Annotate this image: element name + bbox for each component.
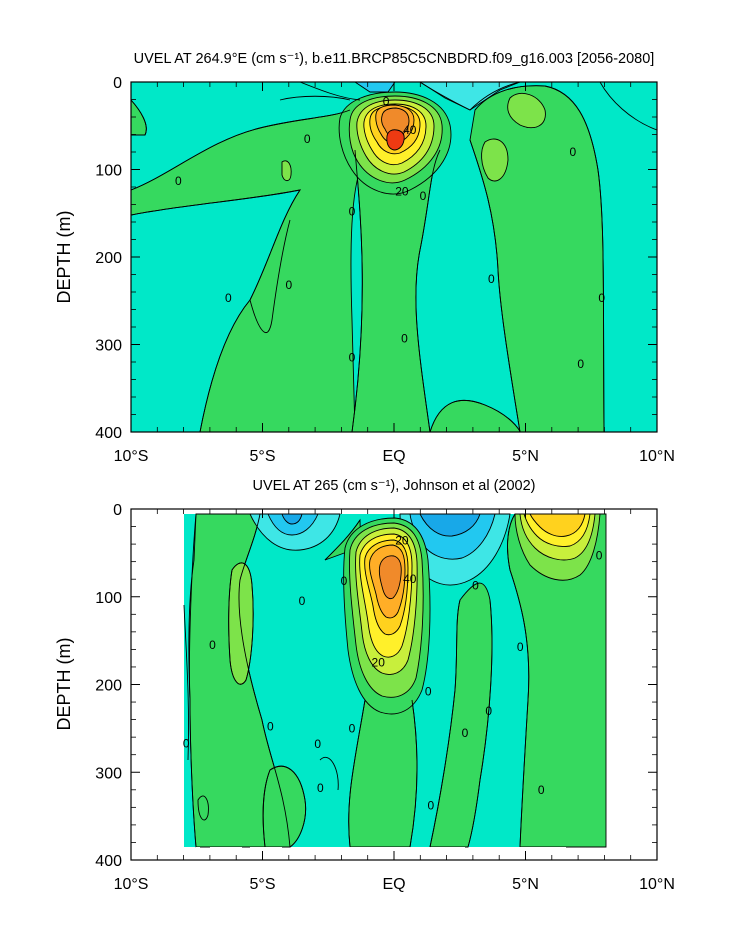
y-tick-label: 100 (95, 163, 122, 180)
y-tick-label: 200 (95, 678, 122, 695)
contour-label: 0 (299, 594, 306, 608)
contour-label: 20 (395, 184, 409, 198)
contour-label: 0 (304, 132, 311, 146)
obs-fill-deepblue-east (419, 513, 481, 537)
x-tick-label: 5°S (250, 876, 276, 893)
contour-label: 0 (538, 783, 545, 797)
contour-label: 0 (577, 357, 584, 371)
panel-model: UVEL AT 264.9°E (cm s⁻¹), b.e11.BRCP85C5… (54, 51, 675, 465)
x-tick-label: 5°N (512, 876, 539, 893)
contour-lines-observed (183, 513, 530, 848)
obs-jet-contour-60 (378, 555, 402, 600)
contour-label: 40 (403, 572, 417, 586)
panel-model-ylabel: DEPTH (m) (54, 211, 74, 304)
contour-label: 0 (401, 331, 408, 345)
y-tick-label: 100 (95, 590, 122, 607)
panel-observed: UVEL AT 265 (cm s⁻¹), Johnson et al (200… (54, 478, 675, 893)
contour-label: 0 (488, 272, 495, 286)
contour-label: 0 (425, 685, 432, 699)
contour-label: 0 (427, 799, 434, 813)
contour-label: 20 (372, 656, 386, 670)
x-tick-label: 10°N (639, 448, 675, 465)
contour-label: 0 (569, 145, 576, 159)
panel-model-title: UVEL AT 264.9°E (cm s⁻¹), b.e11.BRCP85C5… (134, 51, 655, 67)
contour-label: 0 (314, 737, 321, 751)
x-tick-label: EQ (382, 876, 405, 893)
contour-label: 0 (420, 189, 427, 203)
contour-lines-model (131, 82, 657, 432)
contour-label: 0 (341, 574, 348, 588)
contour-fill-lime-east2 (481, 138, 509, 182)
x-tick-label: 10°S (114, 876, 149, 893)
obs-fill-deepblue-west (281, 513, 303, 525)
x-tick-label: 5°S (250, 448, 276, 465)
jet-contour-60 (381, 107, 410, 138)
y-tick-label: 200 (95, 250, 122, 267)
contour-label: 0 (209, 638, 216, 652)
contour-label: 0 (485, 704, 492, 718)
contour-label: 0 (517, 640, 524, 654)
x-tick-label: 10°N (639, 876, 675, 893)
panel-observed-plot-area: 0 0 0 0 0 0 0 0 0 0 0 0 0 0 0 0 20 20 40 (131, 509, 657, 860)
contour-fill-lime-west (281, 160, 292, 182)
y-tick-label: 300 (95, 765, 122, 782)
contour-label: 0 (349, 205, 356, 219)
obs-fill-blue-west (267, 513, 319, 536)
obs-fill-gold-east (529, 513, 586, 537)
contour-label: 0 (317, 781, 324, 795)
y-tick-label: 300 (95, 338, 122, 355)
contour-label: 0 (472, 578, 479, 592)
panel-observed-ylabel: DEPTH (m) (54, 638, 74, 731)
contour-label: 0 (349, 351, 356, 365)
obs-missing-bottom (184, 847, 606, 860)
contour-label: 0 (598, 291, 605, 305)
x-tick-label: 5°N (512, 448, 539, 465)
y-tick-label: 0 (113, 75, 122, 92)
x-tick-label: 10°S (114, 448, 149, 465)
x-tick-label: EQ (382, 448, 405, 465)
contour-label: 0 (225, 291, 232, 305)
contour-fill-lime-east (507, 92, 546, 129)
contour-label: 0 (383, 94, 390, 108)
jet-contour-70 (386, 129, 405, 151)
y-tick-label: 400 (95, 853, 122, 870)
y-tick-label: 400 (95, 425, 122, 442)
contour-label: 0 (285, 278, 292, 292)
contour-label: 0 (462, 726, 469, 740)
contour-label: 0 (175, 174, 182, 188)
panel-observed-title: UVEL AT 265 (cm s⁻¹), Johnson et al (200… (252, 478, 535, 494)
contour-labels-model: 0 0 0 0 0 0 0 0 0 0 0 0 0 20 40 (175, 94, 605, 371)
contour-labels-observed: 0 0 0 0 0 0 0 0 0 0 0 0 0 0 0 0 20 20 40 (183, 534, 603, 813)
contour-label: 0 (349, 721, 356, 735)
y-tick-label: 0 (113, 502, 122, 519)
contour-label: 0 (183, 736, 190, 750)
contour-label: 0 (267, 720, 274, 734)
contour-label: 0 (596, 549, 603, 563)
contour-label: 40 (403, 123, 417, 137)
contour-label: 20 (395, 534, 409, 548)
panel-model-plot-area: 0 0 0 0 0 0 0 0 0 0 0 0 0 20 40 (131, 82, 657, 432)
